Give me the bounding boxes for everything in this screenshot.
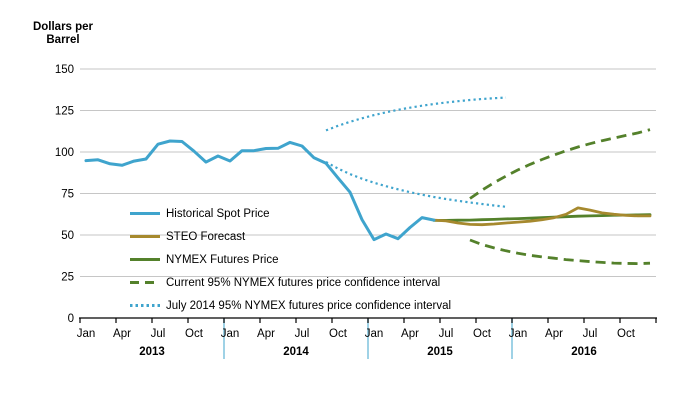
month-tick-label: Jul [151, 328, 166, 340]
steo-forecast-line-swatch-icon [130, 235, 160, 238]
legend-label: July 2014 95% NYMEX futures price confid… [166, 299, 452, 312]
month-tick-label: Apr [401, 328, 419, 340]
dashed-line-swatch-icon [130, 281, 160, 284]
legend-item-current-confidence-interval: Current 95% NYMEX futures price confiden… [130, 271, 451, 294]
month-tick-label: Jan [365, 328, 384, 340]
month-tick-label: Oct [329, 328, 348, 340]
month-tick-label: Jul [439, 328, 454, 340]
series-july-2014-95-nymex-futures-price-confidence-interval-lower-bound [325, 161, 507, 208]
y-tick-label: 100 [55, 147, 74, 159]
legend-item-nymex-futures-price: NYMEX Futures Price [130, 248, 451, 271]
gridlines-group [80, 68, 656, 277]
legend-item-historical-spot-price: Historical Spot Price [130, 202, 451, 225]
month-tick-label: Jan [77, 328, 96, 340]
month-tick-label: Jul [295, 328, 310, 340]
legend-label: NYMEX Futures Price [166, 253, 279, 266]
y-tick-label: 0 [68, 313, 74, 325]
month-tick-label: Oct [617, 328, 636, 340]
month-tick-label: Oct [473, 328, 492, 340]
y-tick-label: 125 [55, 106, 74, 118]
y-tick-label: 75 [61, 189, 74, 201]
series-historical-spot-price [84, 139, 436, 242]
month-tick-label: Apr [113, 328, 131, 340]
month-tick-label: Apr [257, 328, 275, 340]
year-label: 2014 [283, 346, 309, 358]
nymex-futures-line-swatch-icon [130, 258, 160, 261]
series-current-95-nymex-futures-price-confidence-interval-upper-bound [469, 128, 651, 200]
x-tick-labels: Jan Apr Jul Oct Jan Apr Jul Oct Jan Apr Jul Oct Jan A… [77, 328, 636, 340]
x-axis [79, 317, 657, 323]
legend-label: Historical Spot Price [166, 207, 270, 220]
historical-spot-price-line-swatch-icon [130, 212, 160, 215]
legend-item-steo-forecast: STEO Forecast [130, 225, 451, 248]
year-separators [223, 319, 513, 359]
legend-item-july2014-confidence-interval: July 2014 95% NYMEX futures price confid… [130, 294, 451, 317]
year-label: 2015 [427, 346, 453, 358]
month-tick-label: Jan [509, 328, 528, 340]
month-tick-label: Jul [583, 328, 598, 340]
series-current-95-nymex-futures-price-confidence-interval-lower-bound [469, 238, 651, 266]
legend-label: Current 95% NYMEX futures price confiden… [166, 276, 441, 289]
year-label: 2016 [571, 346, 597, 358]
y-tick-label: 50 [61, 230, 74, 242]
y-axis-title-line1: Dollars per [32, 21, 94, 33]
dotted-line-swatch-icon [130, 304, 160, 307]
month-tick-label: Jan [221, 328, 240, 340]
series-july-2014-95-nymex-futures-price-confidence-interval-upper-bound [325, 96, 507, 132]
y-tick-labels: 0 25 50 75 100 125 150 [55, 64, 74, 325]
year-labels: 2013 2014 2015 2016 [139, 346, 597, 358]
legend-label: STEO Forecast [166, 230, 246, 243]
month-tick-label: Oct [185, 328, 204, 340]
chart-legend: Historical Spot Price STEO Forecast NYME… [130, 202, 451, 317]
y-axis-title-line2: Barrel [46, 34, 80, 46]
y-axis-title: Dollars per Barrel [24, 21, 102, 47]
year-label: 2013 [139, 346, 165, 358]
month-tick-label: Apr [545, 328, 563, 340]
series-steo-forecast [432, 206, 652, 227]
y-tick-label: 25 [61, 272, 74, 284]
y-tick-label: 150 [55, 64, 74, 76]
